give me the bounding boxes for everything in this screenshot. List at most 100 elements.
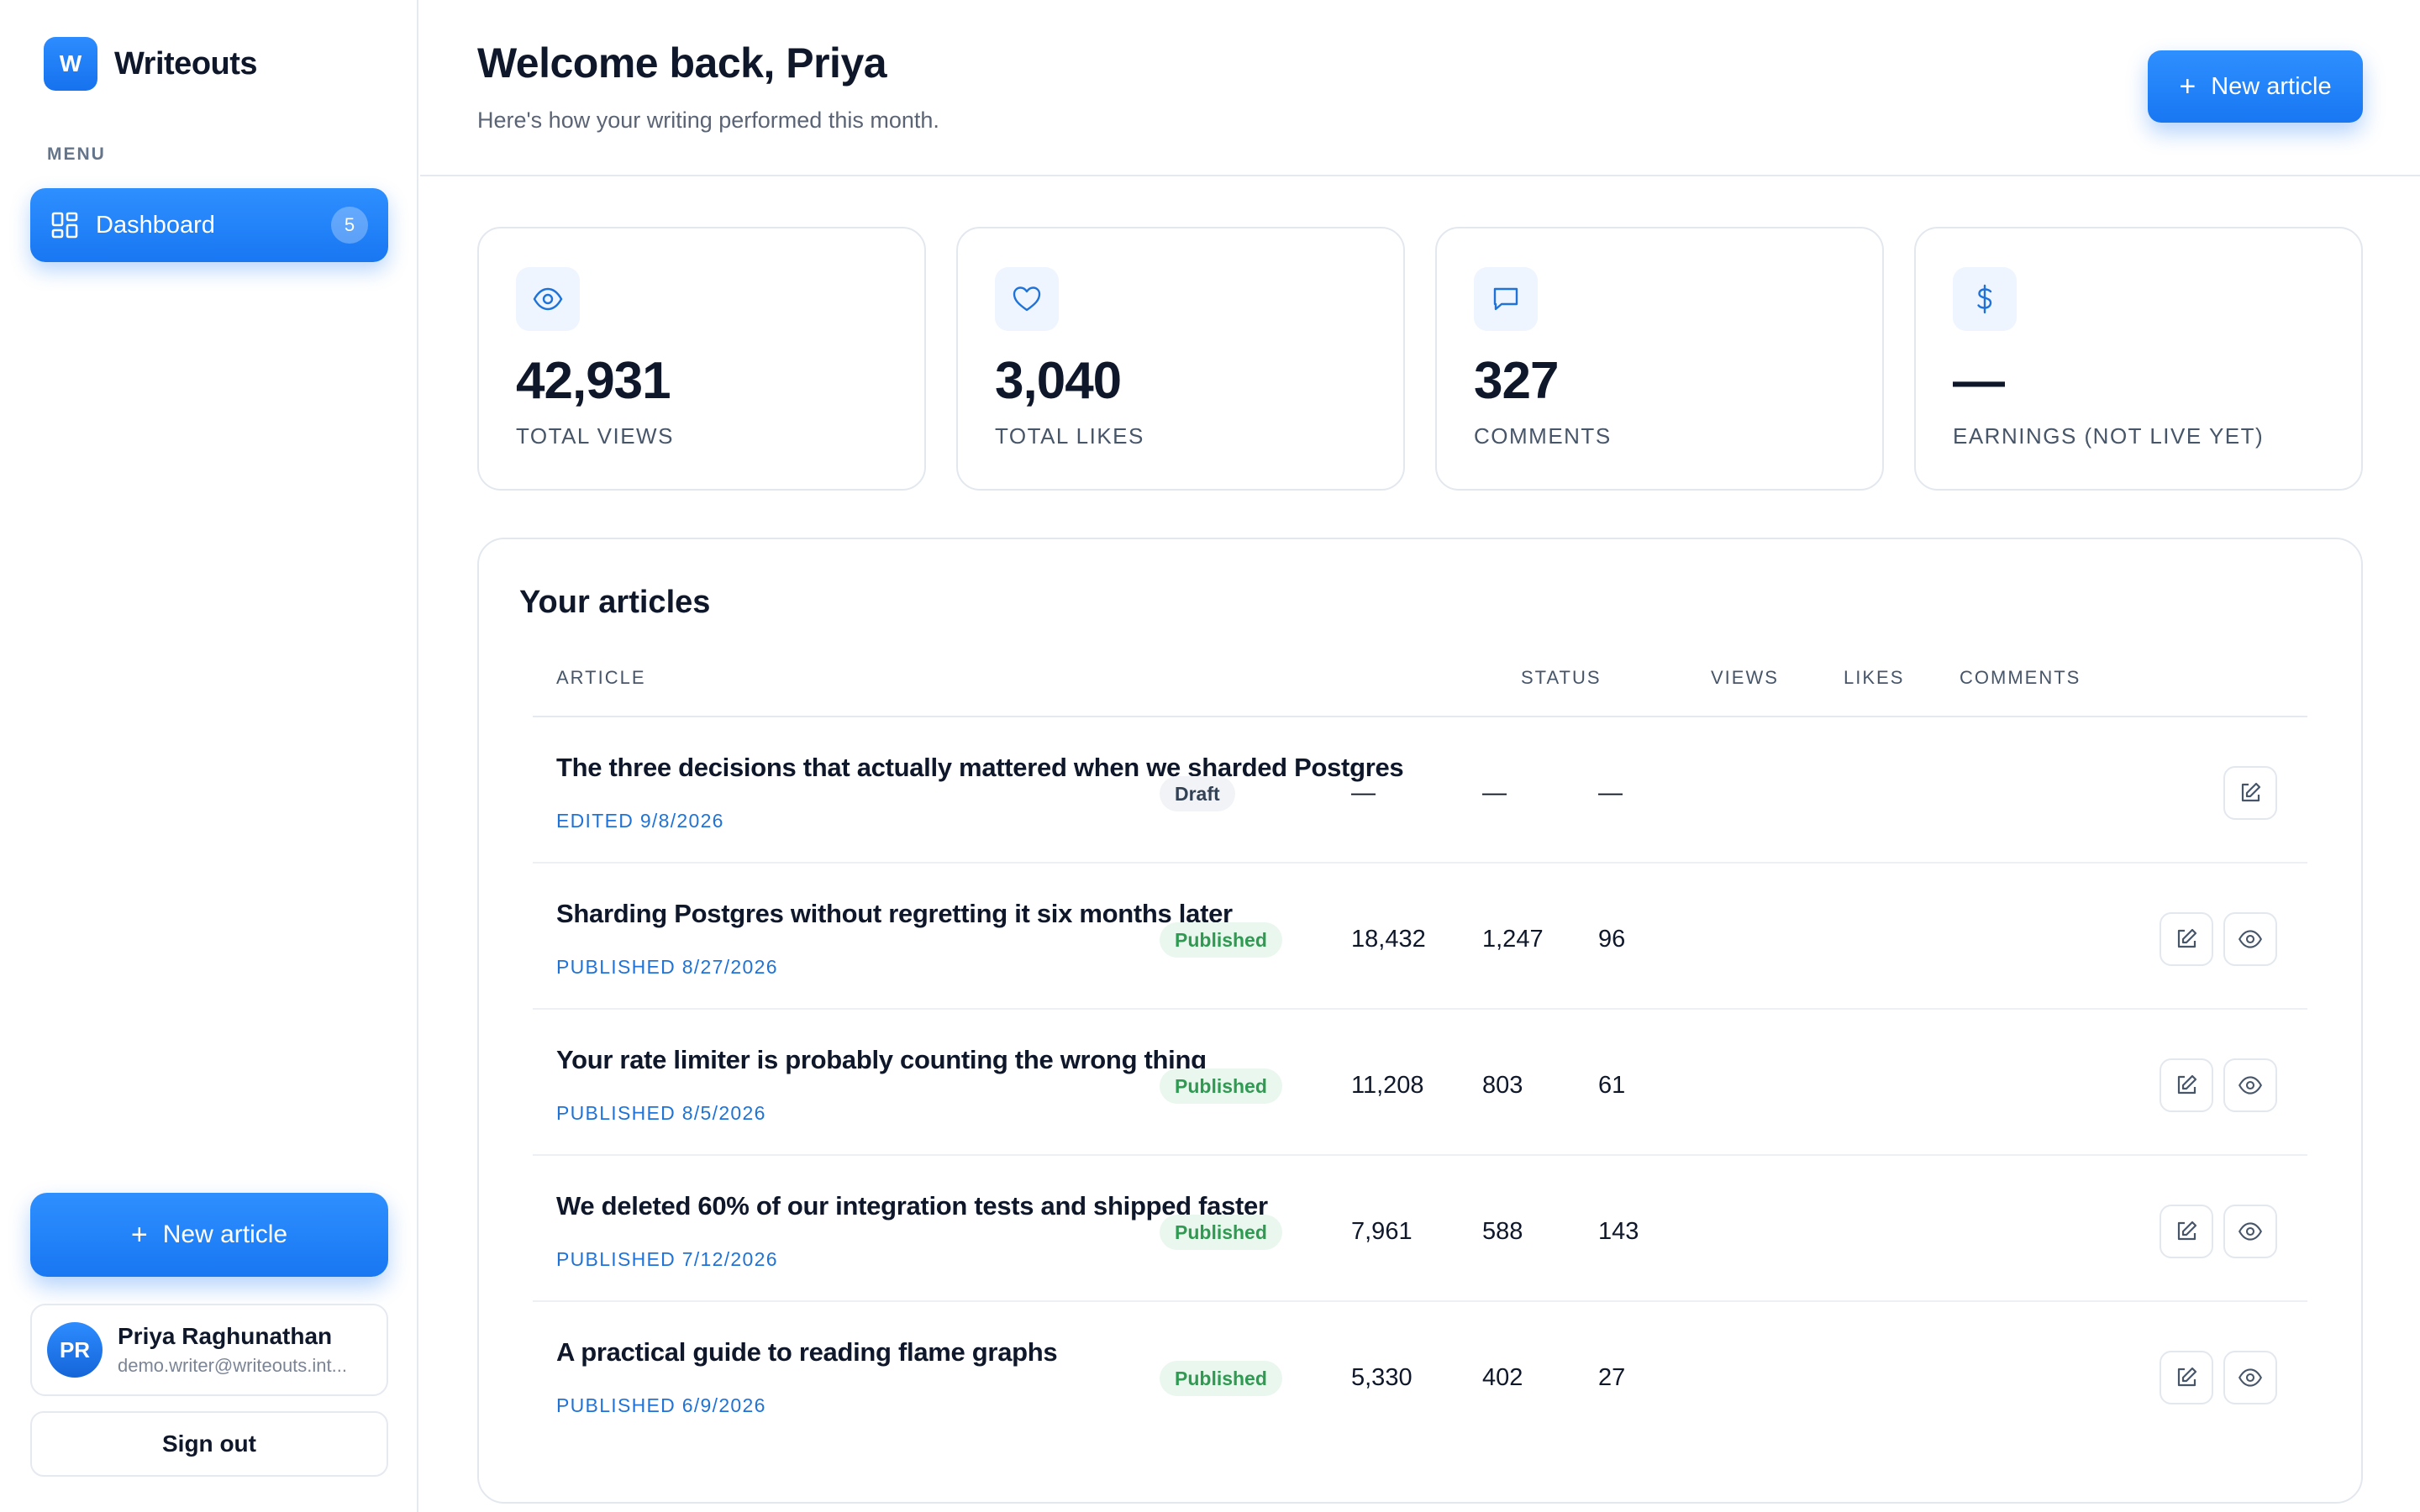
table-row[interactable]: Sharding Postgres without regretting it … [533, 864, 2307, 1010]
user-name: Priya Raghunathan [118, 1323, 333, 1349]
stat-value: — [1953, 352, 2005, 410]
stat-card-views: 42,931 TOTAL VIEWS [477, 227, 926, 491]
stat-card-likes: 3,040 TOTAL LIKES [956, 227, 1405, 491]
table-row[interactable]: Your rate limiter is probably counting t… [533, 1010, 2307, 1156]
article-title[interactable]: Your rate limiter is probably counting t… [556, 1045, 1207, 1074]
edit-button[interactable] [2160, 1205, 2213, 1258]
sidebar-item-label: Dashboard [96, 211, 215, 239]
article-title[interactable]: A practical guide to reading flame graph… [556, 1337, 1058, 1367]
table-row[interactable]: A practical guide to reading flame graph… [533, 1302, 2307, 1448]
sidebar-item-dashboard[interactable]: Dashboard 5 [30, 188, 388, 262]
comments-cell: — [1598, 780, 1623, 806]
article-date: PUBLISHED 8/5/2026 [556, 1102, 766, 1124]
stat-value: 3,040 [995, 352, 1122, 410]
views-cell: 11,208 [1351, 1072, 1424, 1099]
brand-name: Writeouts [114, 45, 258, 81]
views-cell: 18,432 [1351, 926, 1426, 953]
plus-icon: + [130, 1218, 148, 1251]
page-header: Welcome back, Priya Here's how your writ… [420, 0, 2420, 176]
views-cell: 7,961 [1351, 1218, 1413, 1245]
comments-cell: 143 [1598, 1218, 1639, 1245]
article-title[interactable]: The three decisions that actually matter… [556, 753, 1404, 782]
edit-button[interactable] [2160, 1058, 2213, 1112]
column-header-comments: COMMENTS [1960, 667, 2081, 688]
button-label: New article [162, 1221, 288, 1248]
status-badge: Published [1160, 1361, 1282, 1396]
view-button[interactable] [2223, 1058, 2277, 1112]
eye-icon [2238, 930, 2262, 948]
edit-icon [2177, 1367, 2197, 1387]
stat-card-comments: 327 COMMENTS [1435, 227, 1884, 491]
brand[interactable]: W Writeouts [44, 37, 258, 91]
views-cell: 5,330 [1351, 1364, 1413, 1391]
edit-button[interactable] [2160, 912, 2213, 966]
article-date: PUBLISHED 6/9/2026 [556, 1394, 766, 1416]
dollar-icon [1953, 267, 2017, 331]
article-date: PUBLISHED 8/27/2026 [556, 956, 778, 978]
likes-cell: 588 [1482, 1218, 1523, 1245]
nav-count-badge: 5 [331, 207, 368, 244]
panel-title: Your articles [519, 585, 711, 620]
eye-icon [2238, 1076, 2262, 1095]
stat-label: TOTAL LIKES [995, 423, 1144, 449]
comment-icon [1474, 267, 1538, 331]
table-row[interactable]: The three decisions that actually matter… [533, 717, 2307, 864]
views-cell: — [1351, 780, 1376, 806]
article-date: EDITED 9/8/2026 [556, 810, 724, 832]
page-title: Welcome back, Priya [477, 39, 887, 87]
sidebar: W Writeouts MENU Dashboard 5 + New artic… [0, 0, 418, 1512]
column-header-article: ARTICLE [556, 667, 646, 688]
status-badge: Published [1160, 1068, 1282, 1104]
heart-icon [995, 267, 1059, 331]
sign-out-button[interactable]: Sign out [30, 1411, 388, 1477]
brand-logo: W [44, 37, 97, 91]
stat-card-earnings: — EARNINGS (NOT LIVE YET) [1914, 227, 2363, 491]
article-title[interactable]: Sharding Postgres without regretting it … [556, 899, 1233, 928]
comments-cell: 96 [1598, 926, 1626, 953]
status-badge: Draft [1160, 776, 1235, 811]
stat-label: TOTAL VIEWS [516, 423, 674, 449]
dashboard-grid-icon [50, 211, 79, 239]
stat-value: 327 [1474, 352, 1559, 410]
edit-icon [2177, 1221, 2197, 1241]
edit-button[interactable] [2223, 766, 2277, 820]
divider [533, 716, 2307, 717]
menu-label: MENU [47, 144, 106, 164]
article-title[interactable]: We deleted 60% of our integration tests … [556, 1191, 1268, 1221]
column-header-likes: LIKES [1844, 667, 1905, 688]
column-header-status: STATUS [1521, 667, 1602, 688]
avatar: PR [47, 1322, 103, 1378]
page-subtitle: Here's how your writing performed this m… [477, 108, 939, 133]
stat-value: 42,931 [516, 352, 671, 410]
eye-icon [516, 267, 580, 331]
edit-icon [2177, 928, 2197, 948]
user-meta: Priya Raghunathan demo.writer@writeouts.… [118, 1323, 370, 1377]
user-card[interactable]: PR Priya Raghunathan demo.writer@writeou… [30, 1304, 388, 1396]
plus-icon: + [2179, 70, 2196, 102]
stat-label: COMMENTS [1474, 423, 1612, 449]
user-email: demo.writer@writeouts.int... [118, 1355, 347, 1376]
stat-label: EARNINGS (NOT LIVE YET) [1953, 423, 2265, 449]
eye-icon [2238, 1222, 2262, 1241]
button-label: New article [2211, 72, 2332, 100]
eye-icon [2238, 1368, 2262, 1387]
sidebar-new-article-button[interactable]: + New article [30, 1193, 388, 1277]
edit-button[interactable] [2160, 1351, 2213, 1404]
article-date: PUBLISHED 7/12/2026 [556, 1248, 778, 1270]
view-button[interactable] [2223, 1205, 2277, 1258]
view-button[interactable] [2223, 912, 2277, 966]
likes-cell: 1,247 [1482, 926, 1544, 953]
edit-icon [2177, 1074, 2197, 1095]
comments-cell: 27 [1598, 1364, 1626, 1391]
edit-icon [2241, 782, 2261, 802]
likes-cell: — [1482, 780, 1507, 806]
comments-cell: 61 [1598, 1072, 1626, 1099]
likes-cell: 402 [1482, 1364, 1523, 1391]
table-row[interactable]: We deleted 60% of our integration tests … [533, 1156, 2307, 1302]
likes-cell: 803 [1482, 1072, 1523, 1099]
column-header-views: VIEWS [1711, 667, 1779, 688]
view-button[interactable] [2223, 1351, 2277, 1404]
header-new-article-button[interactable]: + New article [2148, 50, 2363, 123]
status-badge: Published [1160, 1215, 1282, 1250]
status-badge: Published [1160, 922, 1282, 958]
